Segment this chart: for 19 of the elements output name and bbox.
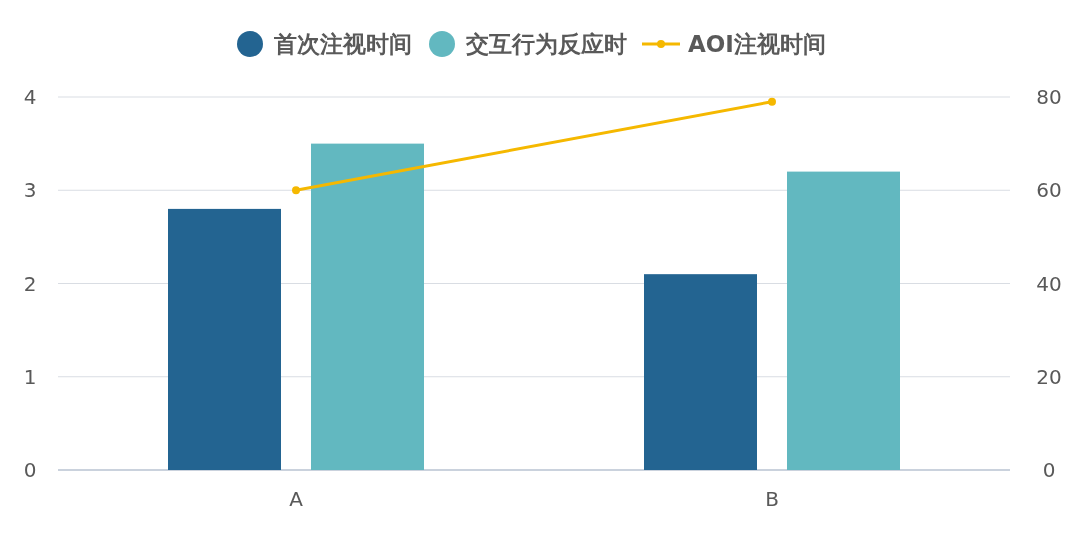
y2-tick-label: 60	[1036, 178, 1062, 203]
legend-label: 首次注视时间	[273, 31, 412, 57]
y2-tick-label: 80	[1036, 85, 1062, 109]
legend-label: 交互行为反应时	[465, 31, 627, 57]
y-tick-label: 1	[23, 364, 37, 389]
x-tick-label: A	[289, 487, 304, 511]
y2-tick-label: 20	[1036, 364, 1062, 389]
y2-tick-label: 40	[1036, 271, 1062, 296]
x-tick-label: B	[765, 487, 779, 511]
bar	[787, 171, 900, 470]
legend-label: AOI注视时间	[688, 31, 826, 57]
bar	[311, 143, 424, 470]
y-tick-label: 4	[23, 85, 37, 109]
y-tick-label: 2	[23, 271, 37, 296]
y2-tick-label: 0	[1042, 458, 1056, 482]
bar	[168, 208, 281, 470]
bar	[644, 274, 757, 470]
y-tick-label: 0	[23, 458, 37, 482]
y-tick-label: 3	[23, 178, 37, 203]
